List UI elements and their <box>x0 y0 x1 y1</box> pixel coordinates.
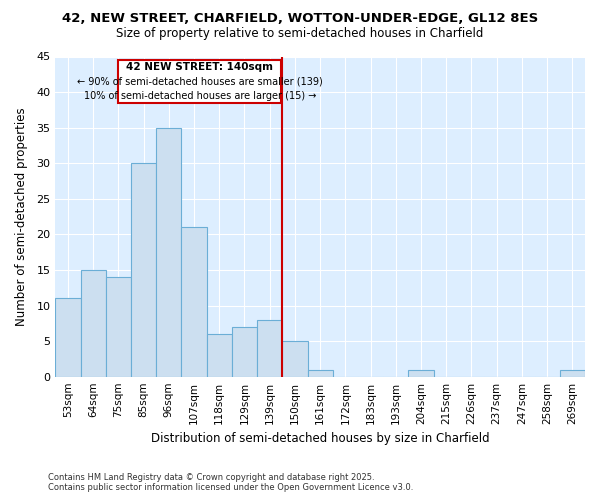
Bar <box>232 327 257 376</box>
Text: ← 90% of semi-detached houses are smaller (139): ← 90% of semi-detached houses are smalle… <box>77 76 323 86</box>
Text: 42 NEW STREET: 140sqm: 42 NEW STREET: 140sqm <box>126 62 273 72</box>
Bar <box>283 341 308 376</box>
Bar <box>181 228 206 376</box>
Bar <box>131 163 156 376</box>
Bar <box>257 320 283 376</box>
X-axis label: Distribution of semi-detached houses by size in Charfield: Distribution of semi-detached houses by … <box>151 432 490 445</box>
Bar <box>106 277 131 376</box>
Bar <box>156 128 181 376</box>
Bar <box>206 334 232 376</box>
Text: 42, NEW STREET, CHARFIELD, WOTTON-UNDER-EDGE, GL12 8ES: 42, NEW STREET, CHARFIELD, WOTTON-UNDER-… <box>62 12 538 26</box>
Text: 10% of semi-detached houses are larger (15) →: 10% of semi-detached houses are larger (… <box>83 90 316 101</box>
FancyBboxPatch shape <box>118 60 281 102</box>
Bar <box>308 370 333 376</box>
Bar <box>80 270 106 376</box>
Y-axis label: Number of semi-detached properties: Number of semi-detached properties <box>15 108 28 326</box>
Bar <box>55 298 80 376</box>
Text: Size of property relative to semi-detached houses in Charfield: Size of property relative to semi-detach… <box>116 28 484 40</box>
Bar <box>560 370 585 376</box>
Text: Contains HM Land Registry data © Crown copyright and database right 2025.
Contai: Contains HM Land Registry data © Crown c… <box>48 473 413 492</box>
Bar <box>409 370 434 376</box>
